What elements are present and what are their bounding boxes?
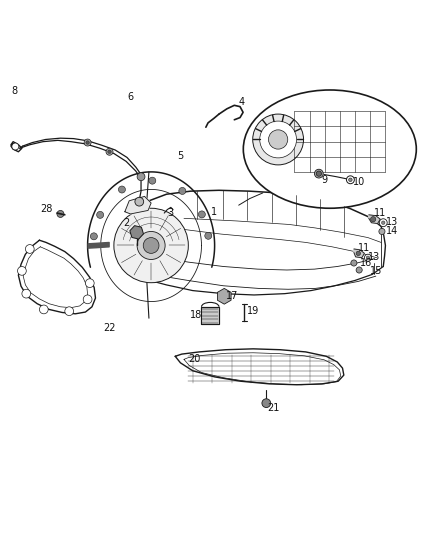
Text: 5: 5: [177, 151, 184, 160]
Text: 19: 19: [247, 306, 259, 316]
Text: 1: 1: [211, 207, 217, 217]
Circle shape: [351, 260, 357, 266]
Circle shape: [85, 279, 94, 287]
Circle shape: [198, 211, 205, 218]
Circle shape: [179, 188, 186, 195]
Text: 21: 21: [268, 402, 280, 413]
Text: 6: 6: [127, 92, 134, 102]
Text: 28: 28: [40, 204, 52, 214]
Circle shape: [25, 245, 34, 253]
Circle shape: [356, 267, 362, 273]
Circle shape: [314, 169, 323, 178]
Circle shape: [349, 178, 352, 182]
Circle shape: [205, 232, 212, 239]
Circle shape: [253, 114, 304, 165]
Text: 13: 13: [386, 217, 398, 227]
Text: 15: 15: [370, 266, 382, 276]
Circle shape: [260, 121, 297, 158]
Text: 3: 3: [167, 208, 173, 218]
Circle shape: [90, 233, 97, 240]
Text: 14: 14: [386, 225, 398, 236]
Text: 4: 4: [239, 97, 245, 107]
Text: 13: 13: [368, 252, 381, 262]
Polygon shape: [201, 307, 219, 324]
Circle shape: [346, 176, 354, 184]
Circle shape: [65, 307, 74, 316]
Circle shape: [18, 266, 26, 275]
Circle shape: [135, 197, 144, 206]
Text: 11: 11: [358, 243, 371, 253]
Circle shape: [97, 212, 104, 219]
Polygon shape: [354, 249, 364, 258]
Circle shape: [379, 229, 385, 235]
Circle shape: [22, 289, 31, 298]
Text: 22: 22: [103, 323, 116, 333]
Polygon shape: [125, 197, 151, 214]
Circle shape: [84, 139, 91, 146]
Circle shape: [262, 399, 271, 408]
Polygon shape: [369, 215, 380, 223]
Circle shape: [83, 295, 92, 304]
Circle shape: [137, 173, 145, 181]
Circle shape: [316, 171, 321, 176]
Text: 8: 8: [11, 86, 17, 96]
Text: 2: 2: [123, 217, 129, 228]
Circle shape: [371, 216, 376, 222]
Circle shape: [356, 251, 360, 255]
Circle shape: [114, 208, 188, 282]
Text: 18: 18: [190, 310, 202, 320]
Polygon shape: [18, 240, 95, 314]
Circle shape: [108, 150, 111, 154]
Text: 17: 17: [226, 291, 238, 301]
Text: 20: 20: [189, 354, 201, 365]
Text: 10: 10: [353, 177, 365, 188]
Circle shape: [86, 141, 89, 144]
Polygon shape: [88, 172, 215, 267]
Polygon shape: [175, 349, 344, 385]
Circle shape: [39, 305, 48, 314]
Circle shape: [364, 254, 371, 261]
Circle shape: [379, 219, 387, 227]
Circle shape: [106, 148, 113, 155]
Circle shape: [381, 221, 385, 224]
Circle shape: [268, 130, 288, 149]
Text: 11: 11: [374, 208, 386, 218]
Circle shape: [149, 177, 156, 184]
Ellipse shape: [244, 90, 416, 208]
Circle shape: [137, 231, 165, 260]
Circle shape: [57, 211, 64, 217]
Text: 9: 9: [321, 175, 327, 185]
Circle shape: [12, 143, 19, 150]
Circle shape: [143, 238, 159, 253]
Circle shape: [118, 186, 125, 193]
Circle shape: [366, 256, 370, 260]
Text: 16: 16: [360, 258, 372, 268]
